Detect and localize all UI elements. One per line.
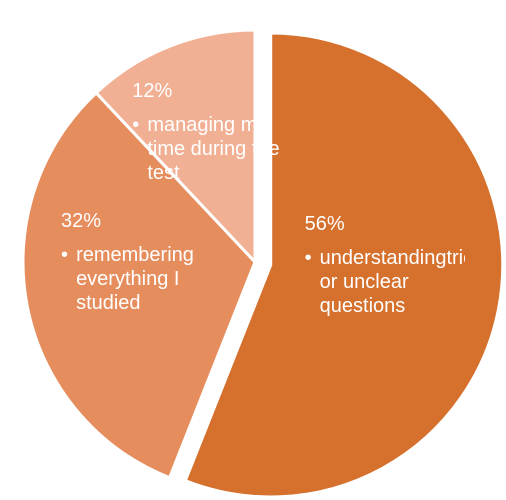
- label-box: 32% remembering everything I studied: [61, 209, 221, 315]
- category-label: remembering everything I studied: [61, 243, 221, 315]
- value-label: 32%: [61, 209, 102, 232]
- slice-label: 56% understandingtricky or unclear questi…: [305, 212, 465, 382]
- label-box: 12% managing my time during the test: [132, 79, 292, 185]
- value-label: 56%: [304, 212, 345, 235]
- slice-label: 12% managing my time during the test: [132, 79, 292, 249]
- slice-label: 32% remembering everything I studied: [61, 209, 221, 379]
- category-label: managing my time during the test: [132, 113, 292, 185]
- category-label: understandingtricky or unclear questions: [305, 246, 465, 318]
- value-label: 12%: [132, 80, 173, 103]
- label-box: 56% understandingtricky or unclear questi…: [305, 212, 465, 318]
